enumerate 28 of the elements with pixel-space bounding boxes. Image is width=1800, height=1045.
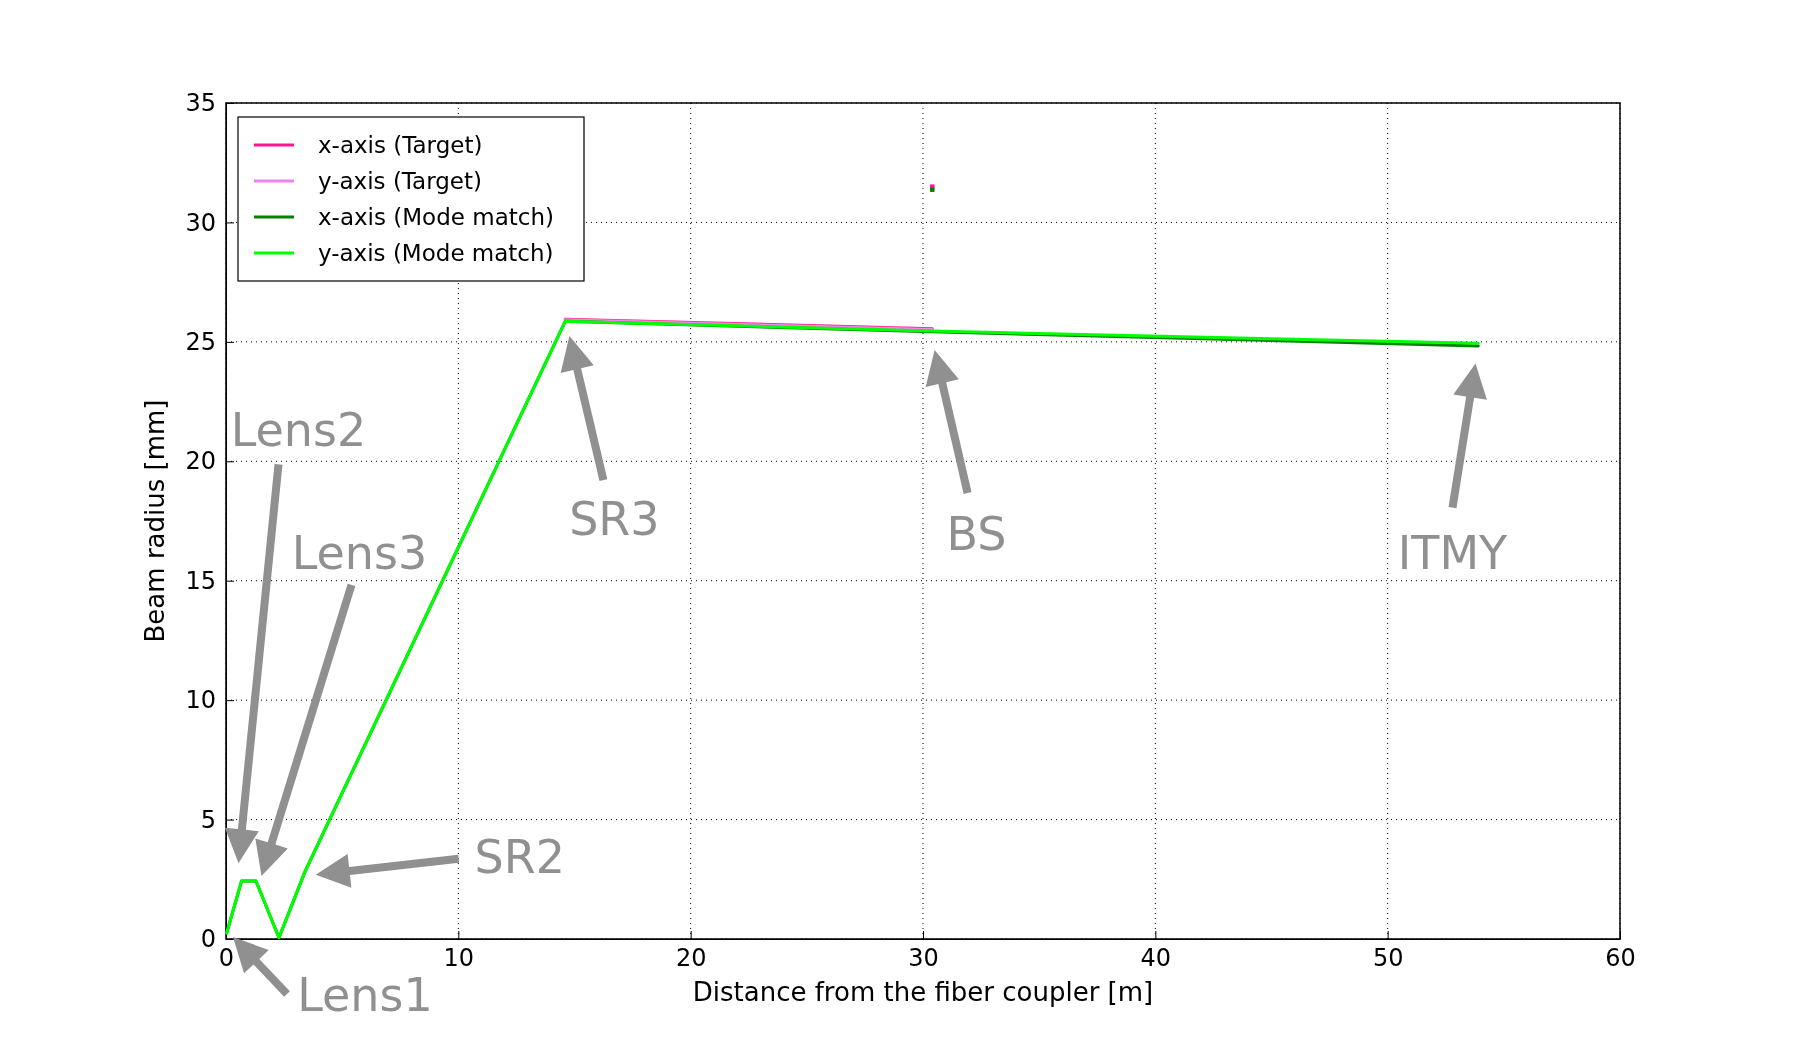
x-tick-label: 40 bbox=[1140, 944, 1172, 973]
x-axis-title: Distance from the fiber coupler [m] bbox=[692, 977, 1154, 1007]
x-tick-label: 50 bbox=[1372, 944, 1404, 973]
annotation: Lens3 bbox=[291, 526, 428, 580]
y-tick-label: 35 bbox=[185, 89, 216, 118]
y-tick-label: 30 bbox=[185, 208, 216, 237]
x-tick-label: 60 bbox=[1605, 944, 1636, 973]
y-tick-label: 25 bbox=[185, 328, 216, 357]
x-tick-label: 10 bbox=[443, 944, 475, 973]
text: Lens1 bbox=[297, 968, 433, 1023]
x-tick-label: 0 bbox=[218, 944, 235, 973]
annotation: ITMY bbox=[1397, 525, 1509, 580]
y-tick-label: 5 bbox=[200, 805, 216, 834]
y-tick-label: 10 bbox=[185, 686, 216, 715]
y-tick-label: 0 bbox=[200, 925, 216, 954]
legend-label: x-axis (Mode match) bbox=[318, 204, 554, 231]
y-tick-label: 20 bbox=[185, 447, 216, 476]
y-axis-title: Beam radius [mm] bbox=[140, 399, 170, 643]
y-tick-label: 15 bbox=[185, 566, 216, 595]
annotation: BS bbox=[946, 507, 1007, 562]
annotation: Lens2 bbox=[230, 403, 367, 458]
x-tick-label: 30 bbox=[908, 944, 939, 973]
legend-label: y-axis (Target) bbox=[318, 168, 482, 195]
annotation: SR2 bbox=[474, 829, 565, 884]
x-tick-label: 20 bbox=[675, 944, 707, 973]
legend-label: x-axis (Target) bbox=[318, 132, 483, 159]
legend-label: y-axis (Mode match) bbox=[318, 240, 554, 267]
annotation: SR3 bbox=[569, 492, 660, 547]
